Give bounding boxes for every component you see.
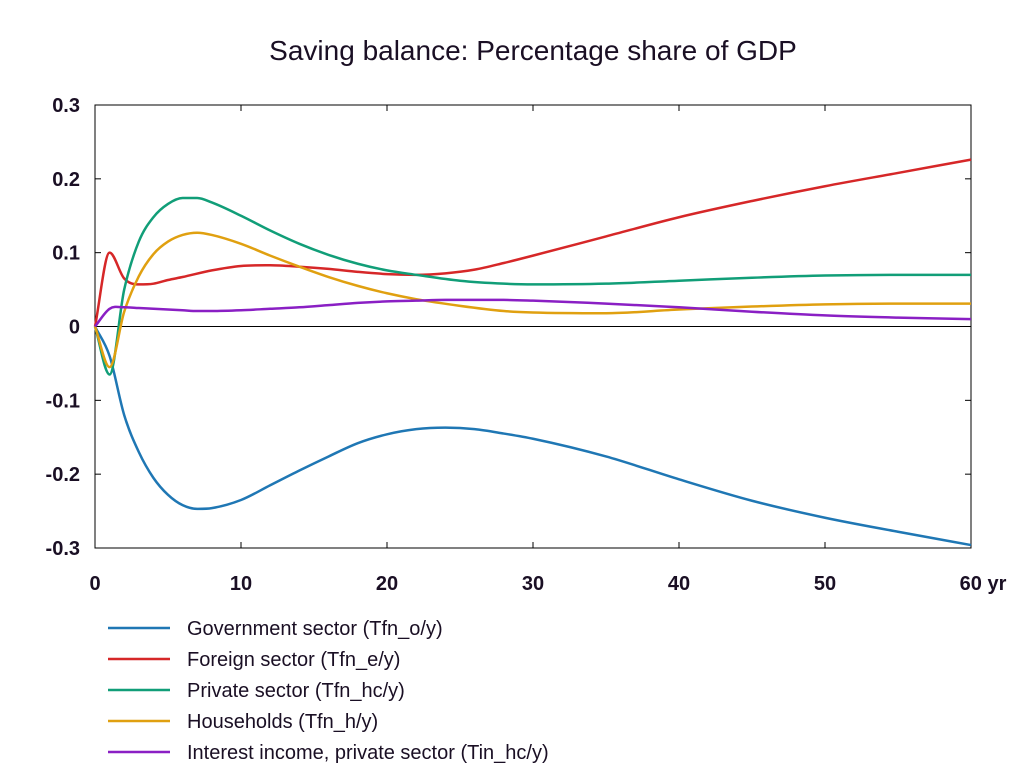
- legend-label-5: Interest income, private sector (Tin_hc/…: [187, 742, 549, 764]
- y-tick-label: 0.2: [52, 169, 80, 191]
- series-line-5: [94, 298, 972, 328]
- y-tick-label: -0.3: [46, 538, 80, 560]
- legend-label-3: Private sector (Tfn_hc/y): [187, 680, 405, 702]
- x-tick-label: 0: [89, 573, 100, 595]
- x-tick-label: 10: [230, 573, 252, 595]
- x-tick-label: 30: [522, 573, 544, 595]
- chart-title: Saving balance: Percentage share of GDP: [269, 35, 797, 66]
- x-tick-label: 50: [814, 573, 836, 595]
- legend-label-1: Government sector (Tfn_o/y): [187, 618, 443, 640]
- y-tick-label: 0: [69, 317, 80, 339]
- series-lines: [93, 158, 972, 547]
- y-tick-label: -0.2: [46, 464, 80, 486]
- x-tick-label: 60 yr: [960, 573, 1007, 595]
- legend: Government sector (Tfn_o/y) Foreign secto…: [108, 618, 549, 764]
- x-tick-label: 40: [668, 573, 690, 595]
- plot-axes: 0.3 0.2 0.1 0 -0.1 -0.2 -0.3 0 10 20 30 40 50 60 yr: [46, 95, 1007, 595]
- series-line-1: [93, 325, 972, 547]
- series-line-2: [93, 158, 972, 327]
- y-tick-label: 0.1: [52, 243, 80, 265]
- x-tick-label: 20: [376, 573, 398, 595]
- y-tick-label: -0.1: [46, 390, 80, 412]
- y-tick-label: 0.3: [52, 95, 80, 117]
- legend-label-2: Foreign sector (Tfn_e/y): [187, 649, 400, 671]
- legend-label-4: Households (Tfn_h/y): [187, 711, 378, 733]
- series-line-3: [93, 196, 971, 376]
